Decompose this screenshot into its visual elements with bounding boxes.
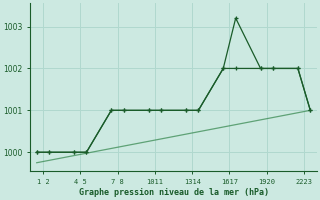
X-axis label: Graphe pression niveau de la mer (hPa): Graphe pression niveau de la mer (hPa) [78, 188, 268, 197]
